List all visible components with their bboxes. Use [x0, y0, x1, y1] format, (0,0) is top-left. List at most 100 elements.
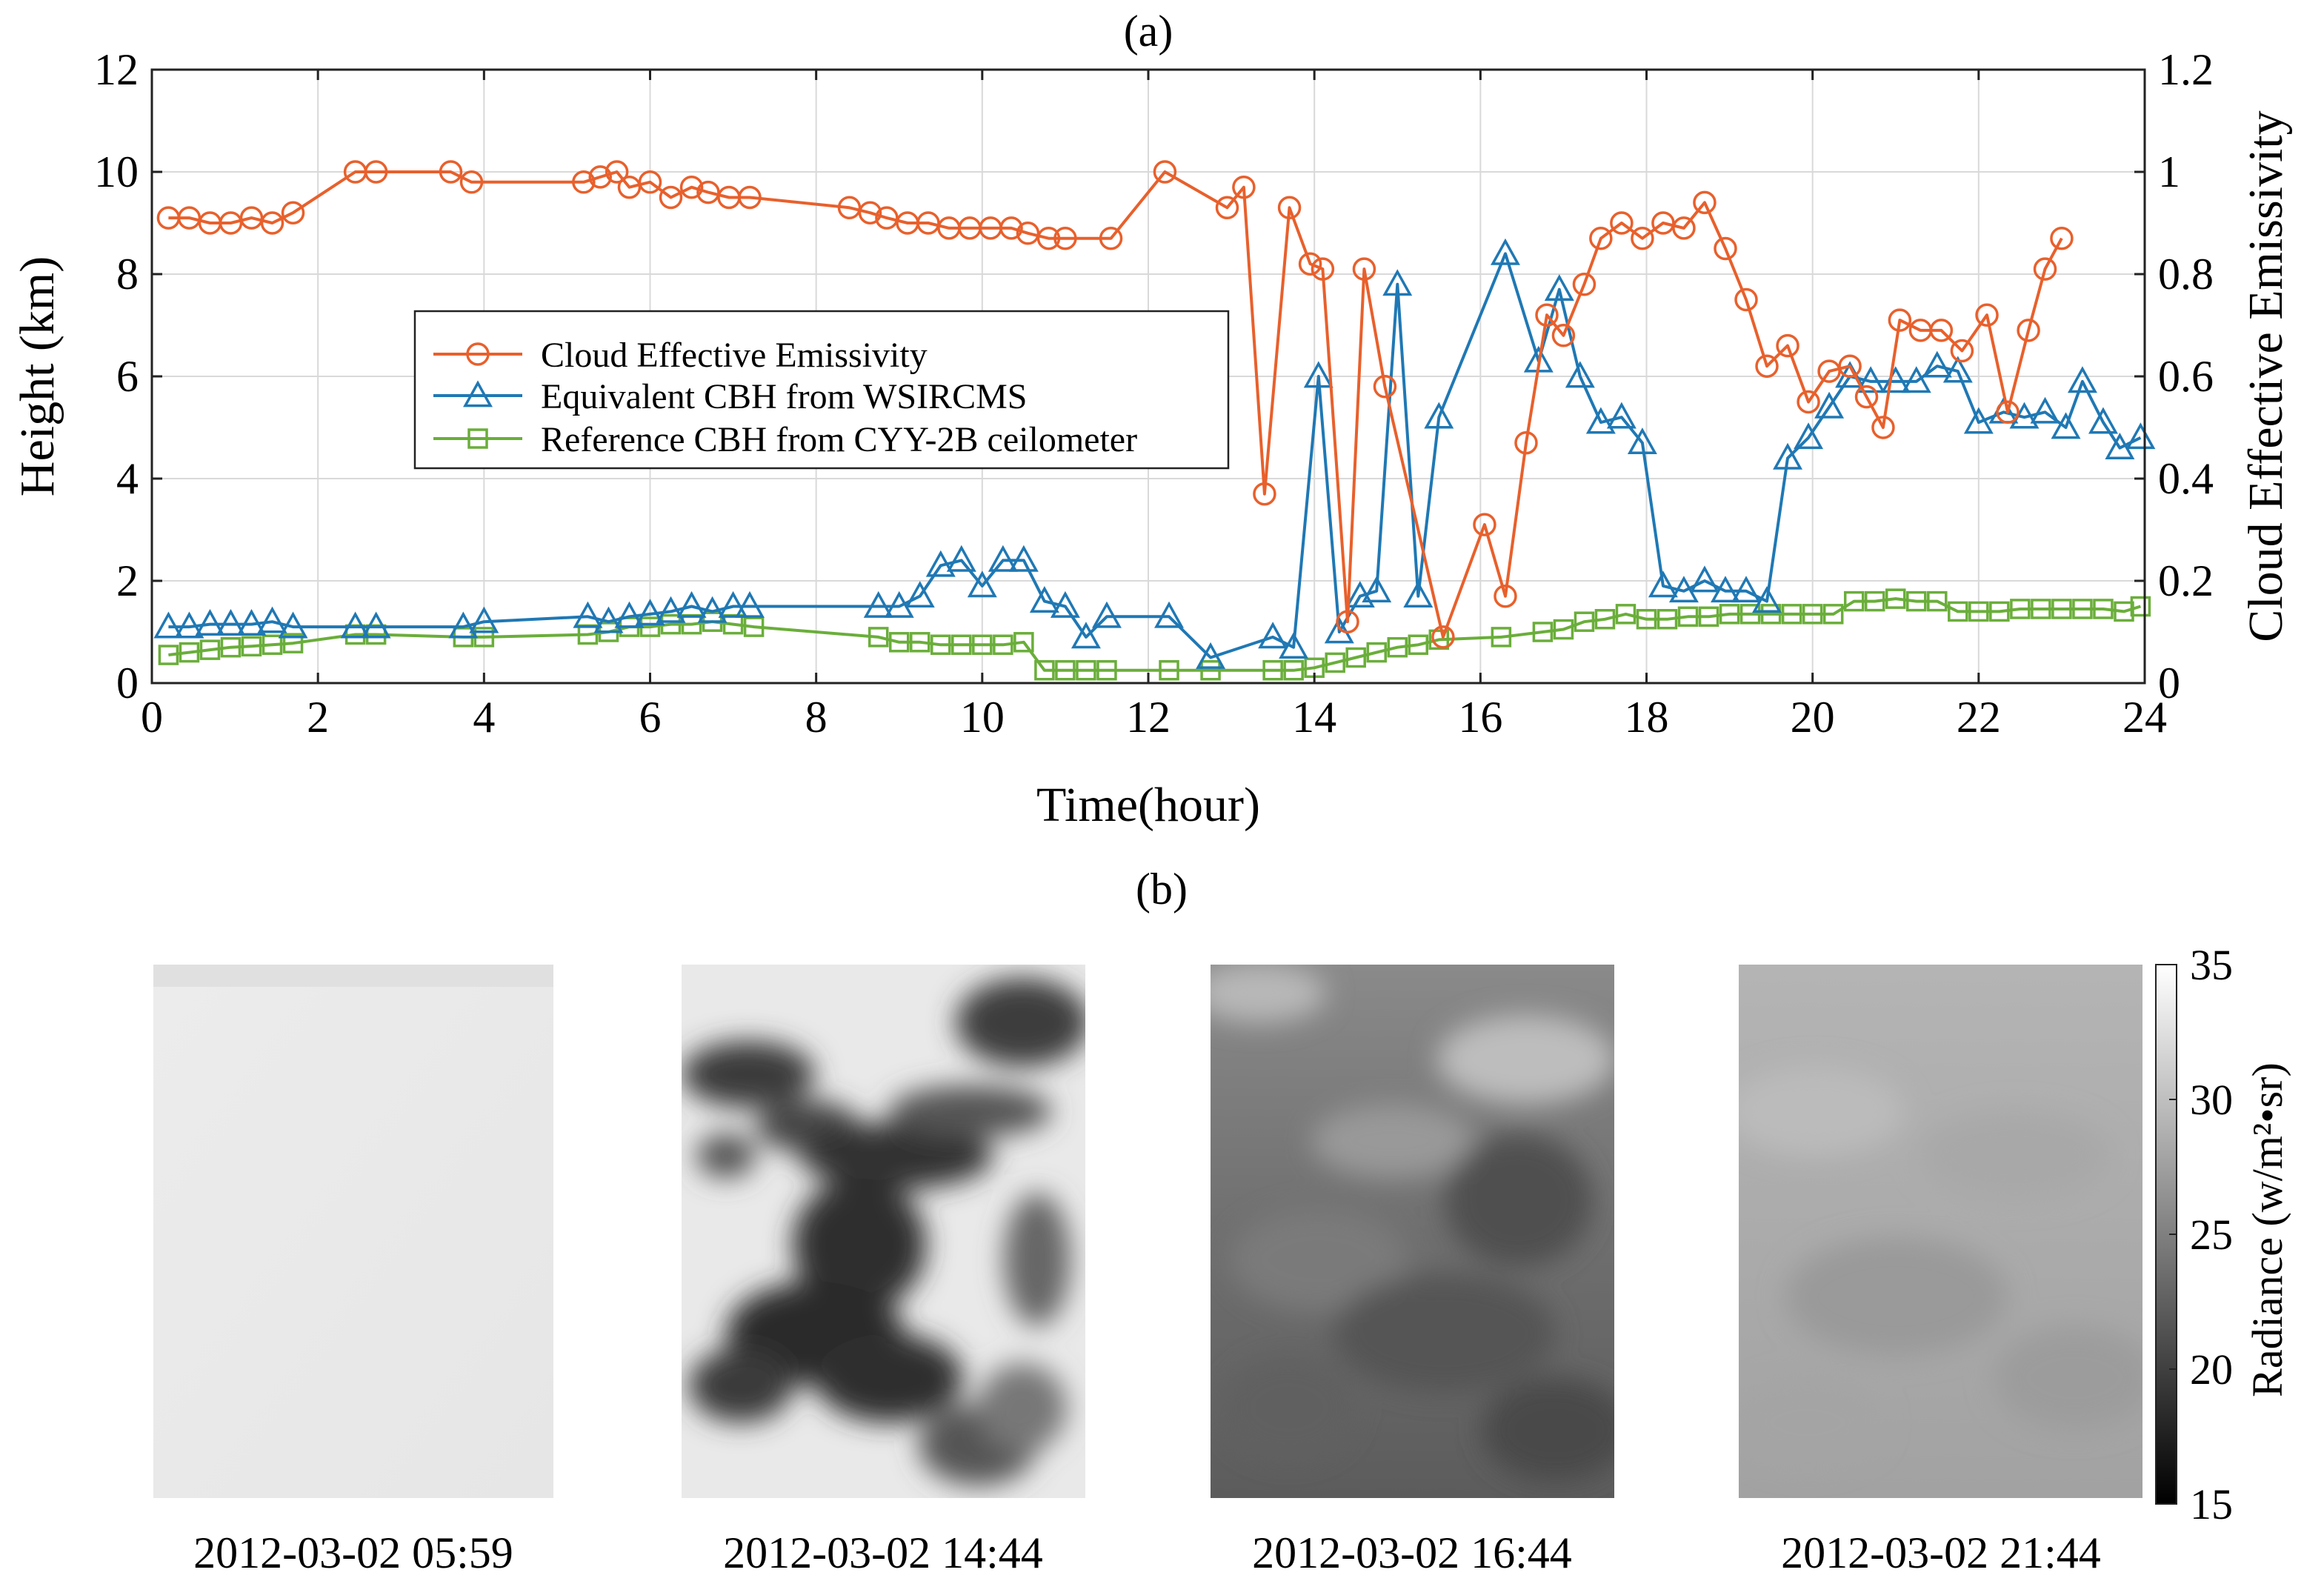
data-point [2088, 407, 2118, 434]
y-tick-label: 8 [116, 250, 139, 299]
data-point [1303, 361, 1334, 388]
y-axis-title: Height (km) [10, 256, 64, 496]
data-point [1258, 622, 1288, 649]
data-point [951, 634, 972, 655]
data-point [262, 634, 283, 655]
data-point [1279, 632, 1309, 659]
data-point [241, 636, 262, 657]
data-point [1473, 513, 1496, 536]
data-point [1698, 606, 1719, 628]
data-point [1689, 565, 1719, 593]
legend-label: Equivalent CBH from WSIRCMS [541, 377, 1027, 416]
data-point [1408, 634, 1429, 655]
data-point [1053, 226, 1077, 250]
data-point [1366, 642, 1387, 663]
data-point [1922, 350, 1952, 378]
data-point [1631, 226, 1654, 250]
image-caption-3: 2012-03-02 16:44 [1252, 1528, 1572, 1577]
x-tick-label: 18 [1625, 693, 1669, 742]
sky-image-4 [1739, 965, 2142, 1498]
data-point [1551, 324, 1576, 347]
data-point [1856, 366, 1886, 393]
data-point [195, 609, 225, 636]
data-point [1232, 175, 1256, 199]
data-point [469, 606, 499, 633]
data-point [1610, 211, 1634, 235]
data-point [884, 590, 914, 618]
data-point [1311, 257, 1335, 281]
data-point [1387, 636, 1408, 658]
data-point [1325, 652, 1345, 673]
data-point [868, 627, 889, 648]
data-point [1606, 402, 1637, 429]
data-point [1424, 402, 1454, 429]
data-point [1996, 400, 2020, 425]
data-point [1262, 660, 1283, 681]
data-point [1794, 422, 1824, 450]
data-point [1731, 576, 1761, 603]
legend-marker [467, 428, 488, 449]
data-point [2051, 412, 2081, 439]
data-point [1336, 610, 1359, 633]
legend-box [413, 310, 1230, 470]
legend-marker [466, 342, 490, 366]
data-point [1672, 216, 1696, 240]
data-point [1153, 160, 1177, 184]
data-point [2067, 366, 2097, 393]
x-tick-label: 10 [960, 693, 1005, 742]
data-point [1544, 274, 1574, 302]
data-point [858, 201, 882, 224]
data-point [1013, 632, 1034, 653]
legend-marker [463, 380, 493, 407]
data-point [972, 634, 993, 655]
series-3 [158, 588, 2151, 681]
y-tick-label: 0 [116, 659, 139, 708]
data-point [1574, 611, 1595, 632]
data-point [1854, 385, 1879, 409]
series-1 [156, 160, 2074, 649]
data-point [889, 632, 910, 653]
data-point [2030, 396, 2060, 424]
x-tick-label: 6 [639, 693, 662, 742]
sky-image-2 [682, 965, 1085, 1498]
data-point [1968, 601, 1989, 622]
data-point [1781, 604, 1802, 625]
data-point [1071, 622, 1101, 649]
data-point [1215, 196, 1239, 220]
data-point [925, 550, 956, 577]
legend-label: Cloud Effective Emissivity [541, 336, 928, 375]
y-tick-label: 12 [94, 45, 139, 94]
data-point [635, 599, 665, 626]
data-point [1752, 585, 1782, 613]
data-point [1797, 390, 1820, 414]
data-point [2130, 596, 2151, 617]
data-point [2093, 599, 2114, 619]
data-point [1403, 581, 1434, 608]
data-point [1076, 660, 1096, 681]
data-point [364, 160, 388, 184]
data-point [593, 606, 624, 633]
x-tick-label: 2 [307, 693, 329, 742]
data-point [1091, 601, 1122, 628]
data-point [1948, 601, 1968, 622]
data-point [2033, 257, 2057, 281]
data-point [930, 634, 951, 655]
data-point [1871, 416, 1895, 439]
data-point [1099, 226, 1123, 250]
data-point [1514, 430, 1538, 455]
y-tick-label: 6 [116, 352, 139, 401]
data-point [1200, 660, 1221, 681]
data-point [1362, 576, 1392, 603]
y-tick-label: 4 [116, 454, 139, 503]
data-point [679, 175, 704, 199]
data-point [1776, 333, 1799, 358]
data-point [1760, 604, 1782, 625]
data-point [1553, 619, 1574, 640]
data-point [1431, 625, 1455, 649]
data-point [1864, 590, 1885, 612]
data-point [572, 170, 596, 194]
legend-item: Equivalent CBH from WSIRCMS [433, 377, 1027, 416]
data-point [1154, 601, 1184, 628]
legend-label: Reference CBH from CYY-2B ceilometer [541, 420, 1137, 459]
